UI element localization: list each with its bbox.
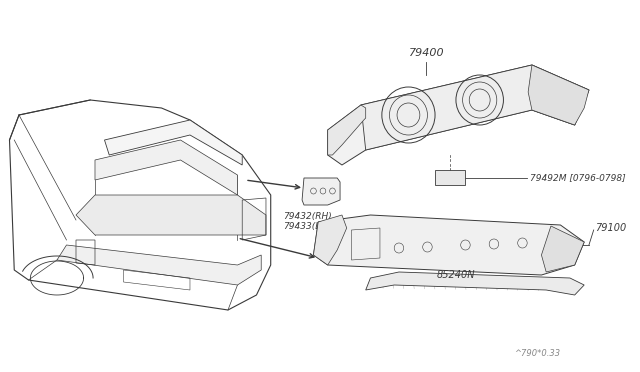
Polygon shape — [365, 272, 584, 295]
Text: 79432(RH)
79433(LH): 79432(RH) 79433(LH) — [283, 212, 332, 231]
Polygon shape — [57, 245, 261, 285]
Polygon shape — [528, 65, 589, 125]
Polygon shape — [104, 120, 242, 165]
Polygon shape — [76, 195, 266, 235]
Text: 79100: 79100 — [596, 223, 627, 233]
Polygon shape — [314, 215, 584, 275]
Text: 79492M [0796-0798]: 79492M [0796-0798] — [530, 173, 626, 183]
Text: 85240N: 85240N — [437, 270, 476, 280]
Text: 79400: 79400 — [409, 48, 444, 58]
Polygon shape — [328, 65, 589, 165]
Polygon shape — [95, 140, 237, 195]
Polygon shape — [314, 215, 347, 265]
Polygon shape — [361, 65, 589, 150]
Polygon shape — [302, 178, 340, 205]
Text: ^790*0.33: ^790*0.33 — [515, 349, 561, 358]
Polygon shape — [541, 226, 584, 272]
Polygon shape — [435, 170, 465, 185]
Polygon shape — [328, 105, 365, 155]
